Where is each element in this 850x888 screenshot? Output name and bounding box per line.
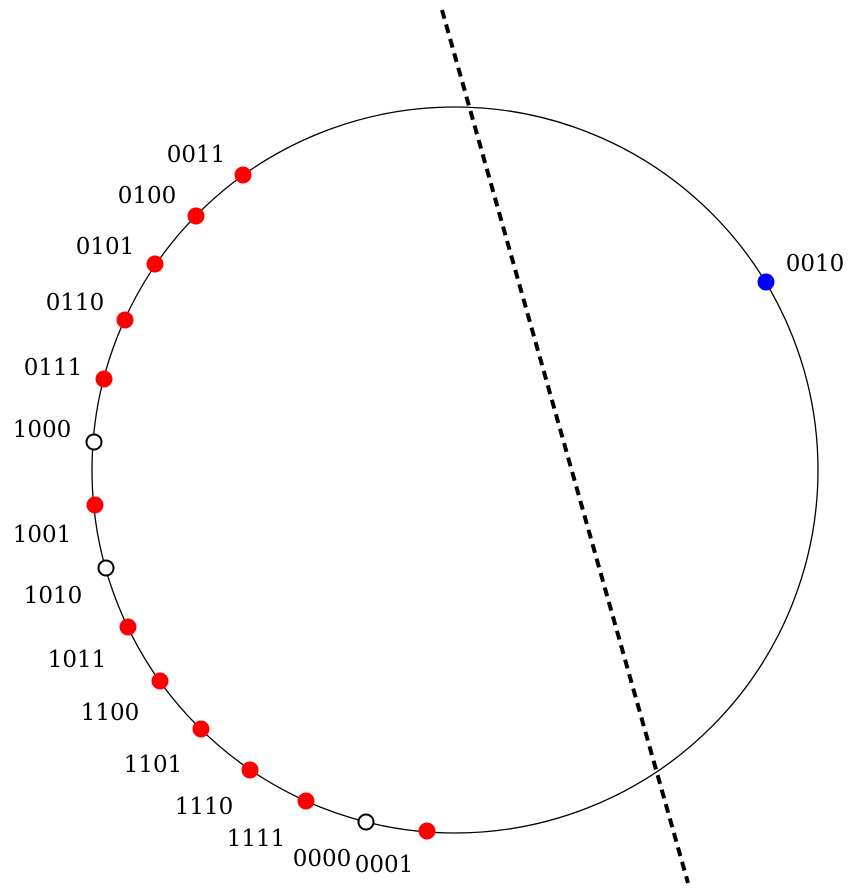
point-1100: 1100 xyxy=(81,672,169,726)
point-marker xyxy=(187,207,205,225)
point-marker xyxy=(234,166,252,184)
point-marker xyxy=(86,496,104,514)
point-0001: 0001 xyxy=(355,822,436,878)
main-circle xyxy=(91,106,819,834)
point-marker xyxy=(97,559,115,577)
point-label: 1100 xyxy=(81,700,140,726)
point-1001: 1001 xyxy=(13,496,104,548)
point-0100: 0100 xyxy=(118,183,205,225)
point-marker xyxy=(192,720,210,738)
point-marker xyxy=(297,792,315,810)
point-label: 1111 xyxy=(227,826,286,852)
point-label: 0001 xyxy=(355,852,414,878)
point-label: 1110 xyxy=(175,794,234,820)
point-marker xyxy=(85,433,103,451)
points-layer: 0011 0100 0101 0110 0111 1000 1001 1010 1011 1100… xyxy=(13,142,845,878)
point-marker xyxy=(116,311,134,329)
point-marker xyxy=(95,370,113,388)
point-label: 0111 xyxy=(24,355,83,381)
point-1101: 1101 xyxy=(124,720,210,778)
point-label: 0110 xyxy=(46,290,105,316)
point-label: 0101 xyxy=(76,234,135,260)
point-marker xyxy=(151,672,169,690)
point-marker xyxy=(119,618,137,636)
point-0010: 0010 xyxy=(757,251,845,291)
point-label: 1010 xyxy=(24,583,83,609)
point-0000: 0000 xyxy=(293,813,375,872)
dashed-separator-line xyxy=(440,9,690,884)
point-label: 1011 xyxy=(48,647,107,673)
point-label: 1000 xyxy=(13,417,72,443)
point-1010: 1010 xyxy=(24,559,115,609)
point-label: 0010 xyxy=(786,251,845,277)
point-0101: 0101 xyxy=(76,234,164,273)
point-0110: 0110 xyxy=(46,290,134,329)
point-marker xyxy=(357,813,375,831)
point-0011: 0011 xyxy=(167,142,252,184)
point-marker xyxy=(241,761,259,779)
point-label: 1001 xyxy=(13,522,72,548)
point-label: 0000 xyxy=(293,846,352,872)
point-label: 0100 xyxy=(118,183,177,209)
point-1110: 1110 xyxy=(175,761,259,820)
point-marker xyxy=(418,822,436,840)
point-marker xyxy=(757,273,775,291)
point-marker xyxy=(146,255,164,273)
point-label: 0011 xyxy=(167,142,226,168)
point-label: 1101 xyxy=(124,752,183,778)
point-1000: 1000 xyxy=(13,417,103,451)
point-1011: 1011 xyxy=(48,618,137,673)
point-1111: 1111 xyxy=(227,792,315,852)
point-0111: 0111 xyxy=(24,355,113,388)
